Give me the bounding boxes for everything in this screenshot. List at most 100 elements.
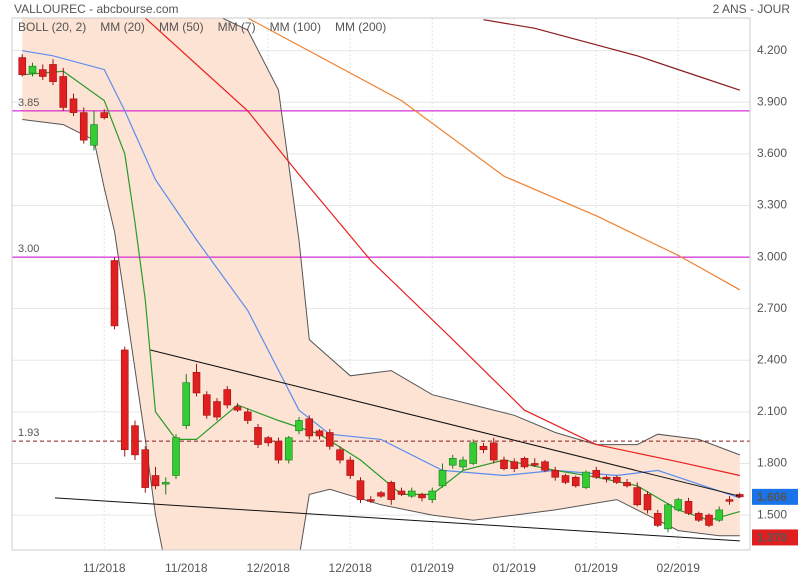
candle-body: [336, 449, 344, 461]
candle-body: [356, 480, 365, 500]
level-label: 1.93: [18, 427, 39, 439]
candle-body: [459, 459, 467, 468]
candle-body: [315, 430, 324, 437]
price-badge-label: 1.606: [757, 490, 787, 504]
y-tick-label: 1.800: [757, 456, 787, 470]
candle-body: [592, 470, 601, 478]
y-tick-label: 2.100: [757, 404, 787, 418]
moving-average: [144, 18, 740, 477]
candle-body: [407, 490, 416, 497]
candle-body: [387, 482, 396, 500]
legend-entry: MM (200): [335, 20, 386, 34]
level-label: 3.00: [18, 243, 39, 255]
candle-body: [69, 98, 78, 113]
y-tick-label: 3.900: [757, 94, 787, 108]
chart-title: VALLOUREC - abcbourse.com: [14, 2, 179, 16]
candle-body: [120, 349, 129, 451]
candle-body: [182, 382, 191, 426]
trend-line: [54, 497, 740, 542]
candle-body: [397, 490, 406, 495]
candle-body: [684, 501, 693, 514]
bollinger-fill: [22, 18, 740, 550]
candle-body: [264, 437, 273, 444]
candle-body: [510, 461, 519, 469]
axes: 4.200 3.900 3.600 3.300 3.000 2.700 2.400 2.100…: [83, 43, 798, 575]
price-badge-label: 1.370: [757, 531, 787, 545]
y-tick-label: 3.300: [757, 198, 787, 212]
candle-body: [366, 499, 375, 502]
candle-body: [295, 420, 303, 432]
candle-body: [377, 492, 385, 497]
candle-body: [151, 475, 160, 487]
x-tick-label: 11/2018: [165, 561, 208, 575]
legend-entry: MM (20): [100, 20, 145, 34]
candle-body: [213, 401, 221, 418]
legend-entry: MM (7): [218, 20, 256, 34]
price-badge: [752, 529, 798, 546]
level-label: 3.85: [18, 97, 39, 109]
candle-body: [725, 499, 734, 502]
candle-body: [469, 442, 478, 464]
x-tick-label: 12/2018: [329, 561, 373, 575]
y-tick-label: 1.500: [757, 507, 787, 521]
price-badge: [752, 488, 798, 505]
candle-body: [110, 260, 119, 327]
candle-body: [571, 476, 580, 487]
candle-body: [192, 372, 201, 394]
legend-entry: MM (100): [270, 20, 321, 34]
plot-front: 3.85 3.00 1.93: [18, 54, 744, 542]
candle-body: [664, 504, 672, 530]
candle-body: [530, 463, 539, 466]
candle-body: [131, 425, 139, 456]
candle-body: [643, 494, 652, 511]
candle-body: [520, 458, 529, 468]
candle-body: [100, 112, 109, 119]
candle-body: [233, 406, 242, 411]
y-tick-label: 4.200: [757, 43, 787, 57]
candle-body: [653, 513, 662, 526]
candle-body: [305, 418, 314, 437]
candle-body: [602, 476, 611, 480]
candle-body: [172, 437, 180, 476]
candle-body: [274, 440, 283, 461]
candle-body: [325, 432, 334, 447]
candle-body: [28, 65, 37, 74]
candle-body: [428, 490, 437, 500]
candle-body: [500, 459, 508, 469]
period: 2 ANS - JOUR: [713, 2, 791, 16]
legend-entry: MM (50): [159, 20, 204, 34]
x-tick-label: 11/2018: [83, 561, 126, 575]
trend-line: [150, 349, 740, 497]
candle-body: [489, 442, 498, 461]
candle-body: [141, 449, 150, 488]
y-tick-label: 2.700: [757, 301, 787, 315]
x-tick-label: 01/2019: [411, 561, 455, 575]
candle-body: [694, 513, 703, 521]
candle-body: [674, 499, 683, 511]
candle-body: [59, 76, 68, 108]
legend-entry: BOLL (20, 2): [18, 20, 86, 34]
bollinger-lower: [22, 119, 740, 550]
candle-body: [448, 458, 457, 466]
y-tick-label: 2.400: [757, 352, 787, 366]
candle-body: [79, 112, 88, 141]
candle-body: [38, 69, 47, 77]
plot-frame: [11, 17, 751, 551]
candle-body: [418, 494, 426, 499]
candle-body: [284, 437, 293, 461]
moving-average: [483, 19, 740, 91]
moving-average: [247, 18, 741, 291]
candle-body: [623, 482, 631, 487]
candle-body: [561, 475, 570, 483]
candle-body: [223, 389, 232, 406]
candle-body: [18, 57, 27, 76]
candle-body: [243, 411, 252, 421]
x-tick-label: 01/2019: [493, 561, 537, 575]
candle-body: [705, 514, 713, 526]
candle-body: [438, 470, 447, 487]
candle-body: [541, 461, 549, 471]
candle-body: [161, 482, 170, 485]
x-tick-label: 01/2019: [575, 561, 619, 575]
candle-body: [90, 124, 98, 146]
